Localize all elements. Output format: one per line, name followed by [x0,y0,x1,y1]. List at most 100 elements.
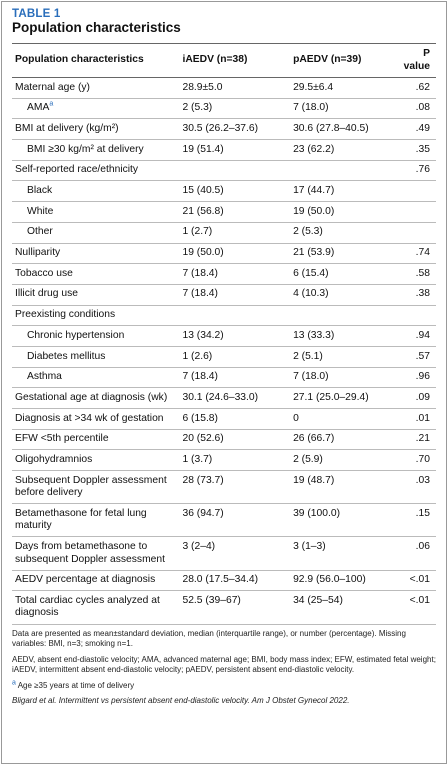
header-row: Population characteristics iAEDV (n=38) pA… [12,43,436,78]
cell: 1 (3.7) [179,449,291,472]
cell: .94 [400,325,436,347]
cell: 7 (18.4) [179,367,291,389]
cell: 13 (33.3) [290,325,401,347]
row: Tobacco use 7 (18.4) 6 (15.4) .58 [12,263,436,285]
cell-value: 7 (18.0) [293,371,329,383]
cell-value: 6 (15.4) [293,267,329,279]
cell-value: .70 [415,453,430,465]
label-text: Diabetes mellitus [27,350,106,362]
cell: 19 (48.7) [290,470,401,505]
cell-value: .74 [415,247,430,259]
cell [400,201,436,223]
row-label: Subsequent Doppler assessment before del… [12,470,180,505]
cell [179,160,291,182]
cell: .62 [400,77,436,99]
row: Illicit drug use 7 (18.4) 4 (10.3) .38 [12,284,436,306]
footnote: a Age ≥35 years at time of delivery [12,679,436,692]
row-label: Preexisting conditions [12,305,180,327]
label-text: AMA [27,102,50,114]
sub-row: Other 1 (2.7) 2 (5.3) [12,222,436,244]
cell: .58 [400,263,436,285]
cell: 1 (2.7) [179,222,291,244]
cell-value: 7 (18.4) [182,288,218,300]
table-title: Population characteristics [12,20,181,35]
cell: 7 (18.4) [179,263,291,285]
row-label: AEDV percentage at diagnosis [12,570,180,592]
cell-value: 1 (2.6) [182,350,213,362]
cell-value: 27.1 (25.0–29.4) [293,391,369,403]
row-label: Gestational age at diagnosis (wk) [12,387,180,409]
label-text: Tobacco use [15,267,73,279]
cell-value: .94 [415,329,430,341]
footnote-text: Age ≥35 years at time of delivery [17,680,135,690]
cell: 2 (5.3) [290,222,401,244]
row: AEDV percentage at diagnosis 28.0 (17.5–3… [12,570,436,592]
row-label: Oligohydramnios [12,449,180,472]
label-text: AEDV percentage at diagnosis [15,574,156,586]
cell-value: 20 (52.6) [182,433,224,445]
cell: 23 (62.2) [290,139,401,161]
cell: .06 [400,536,436,571]
cell-value: .09 [415,391,430,403]
cell: .09 [400,387,436,409]
data-table: Population characteristics iAEDV (n=38) pA… [12,43,436,625]
cell [290,160,401,182]
label-text: Preexisting conditions [15,309,116,321]
label-text: Days from betamethasone to subsequent Do… [15,541,165,565]
cell: .76 [400,160,436,182]
cell-value: 1 (2.7) [182,226,213,238]
cell: 20 (52.6) [179,429,291,451]
label-text: White [27,205,54,217]
cell-value: 30.1 (24.6–33.0) [182,391,259,403]
cell: 1 (2.6) [179,346,291,368]
table-body: Maternal age (y) 28.9±5.0 29.5±6.4.62 AMAa 2… [12,77,436,625]
cell: 0 [290,408,401,430]
cell-value: 6 (15.8) [182,412,218,424]
cell: .49 [400,118,436,141]
row: Days from betamethasone to subsequent Do… [12,536,436,571]
cell-value: .03 [415,474,430,486]
cell [179,305,291,327]
cell-value: 2 (5.3) [293,226,323,238]
label-text: Maternal age (y) [15,81,90,93]
cell-value: .96 [415,371,430,383]
cell-value: 13 (33.3) [293,329,335,341]
label-text: Subsequent Doppler assessment before del… [15,474,167,499]
cell: .38 [400,284,436,306]
cell: .74 [400,243,436,265]
cell-value: 19 (51.4) [182,143,224,155]
cell: 39 (100.0) [290,503,401,538]
cell-value: 4 (10.3) [293,288,329,300]
note: Data are presented as mean±standard devi… [12,628,406,649]
row-label: BMI at delivery (kg/m²) [12,118,180,141]
cell: 2 (5.3) [179,98,291,120]
cell: 92.9 (56.0–100) [290,570,401,592]
cell-value: 36 (94.7) [182,507,224,519]
citation: Bligard et al. Intermittent vs persisten… [12,696,350,705]
row-label: Chronic hypertension [12,325,180,347]
row-label: Black [12,180,180,203]
row: Betamethasone for fetal lung maturity 36 … [12,503,436,538]
cell: 19 (50.0) [290,201,401,223]
row-label: Maternal age (y) [12,77,180,99]
row-label: Other [12,222,180,244]
cell-value: .62 [415,81,430,93]
cell-value: .49 [415,122,430,134]
column-header: pAEDV (n=39) [290,43,401,78]
column-header: P value [400,43,436,78]
row-label: EFW <5th percentile [12,429,180,451]
label-text: Other [27,226,53,238]
cell: 28.0 (17.5–34.4) [179,570,291,592]
cell: 3 (1–3) [290,536,401,571]
cell-value: .57 [415,350,430,362]
row: Maternal age (y) 28.9±5.0 29.5±6.4 .62 [12,77,436,99]
cell: .01 [400,408,436,430]
cell: 17 (44.7) [290,180,401,203]
cell-value: 2 (5.3) [182,102,213,114]
cell-value: <.01 [409,574,430,586]
cell: 2 (5.9) [290,449,401,472]
cell: 7 (18.0) [290,98,401,120]
cell: 3 (2–4) [179,536,291,571]
cell-value: 92.9 (56.0–100) [293,574,366,586]
label-text: Diagnosis at >34 wk of gestation [15,412,164,424]
